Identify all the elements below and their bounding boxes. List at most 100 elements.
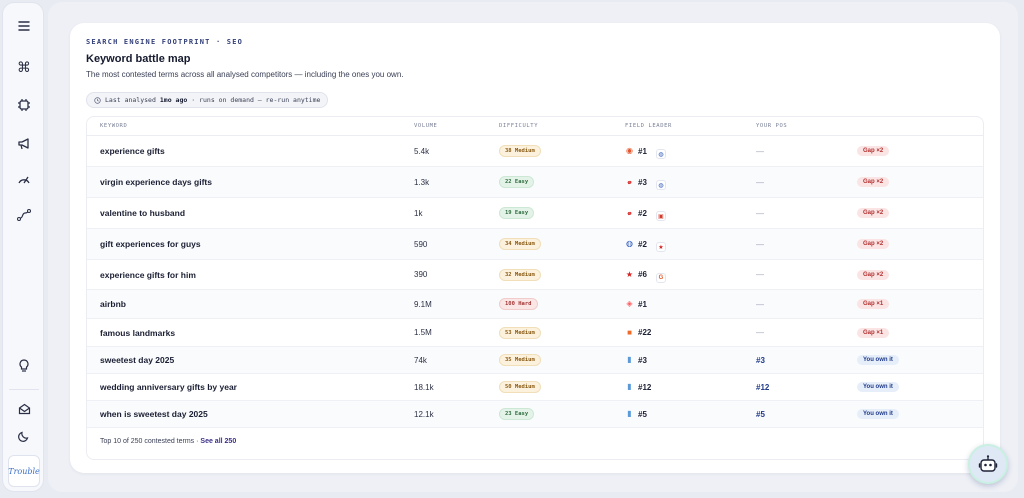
- status-cell: Gap ×2: [857, 260, 890, 289]
- last-analysed-pill: Last analysed 1mo ago · runs on demand —…: [86, 92, 329, 108]
- clock-icon: [94, 96, 101, 104]
- table-row[interactable]: when is sweetest day 2025 12.1k 23 Easy ▮ #5…: [87, 401, 983, 428]
- rerun-note: · runs on demand — re-run anytime: [191, 96, 321, 104]
- field-leader-cell: ◍ #2 ★: [625, 229, 666, 259]
- brand-logo[interactable]: Trouble: [8, 455, 40, 487]
- leader-rank: #2: [638, 208, 647, 218]
- leader-rank: #6: [638, 270, 647, 279]
- volume-cell: 9.1M: [414, 299, 432, 309]
- status-badge: You own it: [857, 355, 899, 365]
- field-leader-cell: ◈ #1: [625, 290, 647, 318]
- swirl-icon: ◍: [655, 180, 666, 190]
- status-cell: You own it: [857, 374, 899, 400]
- field-leader-cell: 𝓋 #3 ◍: [625, 167, 666, 197]
- difficulty-badge: 100 Hard: [499, 298, 538, 310]
- table-row[interactable]: experience gifts for him 390 32 Medium ★ #6 G…: [87, 260, 983, 290]
- difficulty-badge: 50 Medium: [499, 381, 541, 393]
- status-badge: Gap ×2: [857, 269, 890, 280]
- difficulty-badge: 19 Easy: [499, 207, 535, 219]
- difficulty-cell: 19 Easy: [499, 198, 535, 228]
- volume-cell: 1.5M: [414, 328, 432, 337]
- menu-icon[interactable]: [13, 15, 35, 37]
- table-row[interactable]: valentine to husband 1k 19 Easy 𝓋 #2 ▣ — Gap ×2: [87, 198, 983, 229]
- megaphone-icon[interactable]: [13, 132, 35, 154]
- col-field-leader: FIELD LEADER: [625, 123, 672, 129]
- table-row[interactable]: famous landmarks 1.5M 53 Medium ■ #22 — Gap ×1: [87, 319, 983, 347]
- col-your-pos: YOUR POS: [756, 123, 788, 129]
- field-leader-cell: ▮ #12: [625, 374, 651, 400]
- difficulty-cell: 38 Medium: [499, 136, 541, 166]
- blue-tag-icon: ▮: [627, 382, 632, 391]
- volume-cell: 18.1k: [414, 382, 434, 392]
- lightbulb-icon[interactable]: [13, 355, 35, 377]
- table-row[interactable]: wedding anniversary gifts by year 18.1k 50…: [87, 374, 983, 401]
- your-pos-cell: —: [756, 270, 764, 279]
- last-analysed-label: Last analysed: [105, 96, 156, 104]
- virgin-logo-icon: 𝓋: [627, 177, 632, 186]
- field-leader-cell: 𝓋 #2 ▣: [625, 198, 666, 228]
- table-row[interactable]: gift experiences for guys 590 34 Medium ◍ #2…: [87, 229, 983, 260]
- your-pos-cell: —: [756, 177, 764, 187]
- sidebar-divider: [9, 389, 39, 390]
- status-cell: You own it: [857, 347, 899, 373]
- status-cell: Gap ×2: [857, 167, 890, 197]
- route-icon[interactable]: [13, 204, 35, 226]
- difficulty-cell: 32 Medium: [499, 260, 541, 289]
- col-volume: VOLUME: [414, 123, 438, 129]
- field-leader-cell: ▮ #5: [625, 401, 647, 427]
- keyword-battle-card: SEARCH ENGINE FOOTPRINT · SEO Keyword ba…: [70, 23, 1000, 473]
- see-all-link[interactable]: See all 250: [200, 438, 237, 445]
- your-pos-cell: —: [756, 239, 764, 249]
- difficulty-badge: 53 Medium: [499, 326, 541, 339]
- keyword-cell: experience gifts: [100, 146, 165, 156]
- status-cell: Gap ×1: [857, 290, 890, 318]
- keyword-table: KEYWORD VOLUME DIFFICULTY FIELD LEADER Y…: [86, 116, 984, 460]
- status-badge: Gap ×1: [857, 299, 890, 309]
- leader-rank: #1: [638, 299, 647, 309]
- volume-cell: 12.1k: [414, 409, 434, 419]
- table-row[interactable]: sweetest day 2025 74k 35 Medium ▮ #3 #3 You ow…: [87, 347, 983, 374]
- table-row[interactable]: virgin experience days gifts 1.3k 22 Easy 𝓋…: [87, 167, 983, 198]
- your-pos-cell: #12: [756, 382, 770, 392]
- difficulty-cell: 53 Medium: [499, 319, 541, 346]
- volume-cell: 5.4k: [414, 146, 430, 156]
- status-cell: Gap ×1: [857, 319, 890, 346]
- status-cell: Gap ×2: [857, 136, 890, 166]
- mail-icon[interactable]: [13, 398, 35, 420]
- keyword-cell: wedding anniversary gifts by year: [100, 382, 237, 392]
- keyword-cell: airbnb: [100, 299, 126, 309]
- status-cell: You own it: [857, 401, 899, 427]
- your-pos-cell: —: [756, 146, 764, 156]
- sidebar: ⌘ Trouble: [2, 2, 44, 492]
- moon-icon[interactable]: [13, 425, 35, 447]
- star-icon: ★: [655, 242, 666, 252]
- col-difficulty: DIFFICULTY: [499, 123, 539, 129]
- table-header: KEYWORD VOLUME DIFFICULTY FIELD LEADER Y…: [87, 117, 983, 136]
- field-leader-cell: ■ #22: [625, 319, 651, 346]
- blue-tag-icon: ▮: [627, 355, 632, 364]
- difficulty-cell: 100 Hard: [499, 290, 538, 318]
- command-icon[interactable]: ⌘: [17, 58, 31, 75]
- chip-icon[interactable]: [13, 94, 35, 116]
- keyword-cell: valentine to husband: [100, 208, 186, 218]
- difficulty-badge: 35 Medium: [499, 354, 541, 366]
- volume-cell: 1k: [414, 208, 423, 218]
- swirl-icon: ◍: [626, 239, 633, 248]
- keyword-cell: experience gifts for him: [100, 269, 196, 280]
- gauge-icon[interactable]: [13, 168, 35, 190]
- your-pos-cell: #5: [756, 409, 765, 419]
- assistant-bot-button[interactable]: [968, 444, 1008, 484]
- col-keyword: KEYWORD: [100, 123, 128, 129]
- leader-rank: #3: [638, 355, 647, 365]
- leader-rank: #2: [638, 239, 647, 249]
- difficulty-cell: 34 Medium: [499, 229, 541, 259]
- table-row[interactable]: airbnb 9.1M 100 Hard ◈ #1 — Gap ×1: [87, 290, 983, 319]
- table-row[interactable]: experience gifts 5.4k 38 Medium ◉ #1 ◍ — Gap ×2: [87, 136, 983, 167]
- difficulty-badge: 23 Easy: [499, 408, 535, 420]
- table-footer: Top 10 of 250 contested terms · See all …: [100, 438, 236, 445]
- leader-rank: #1: [638, 146, 647, 156]
- red-box-icon: ▣: [655, 211, 666, 221]
- difficulty-cell: 23 Easy: [499, 401, 535, 427]
- orange-square-icon: ■: [627, 327, 632, 337]
- status-cell: Gap ×2: [857, 198, 890, 228]
